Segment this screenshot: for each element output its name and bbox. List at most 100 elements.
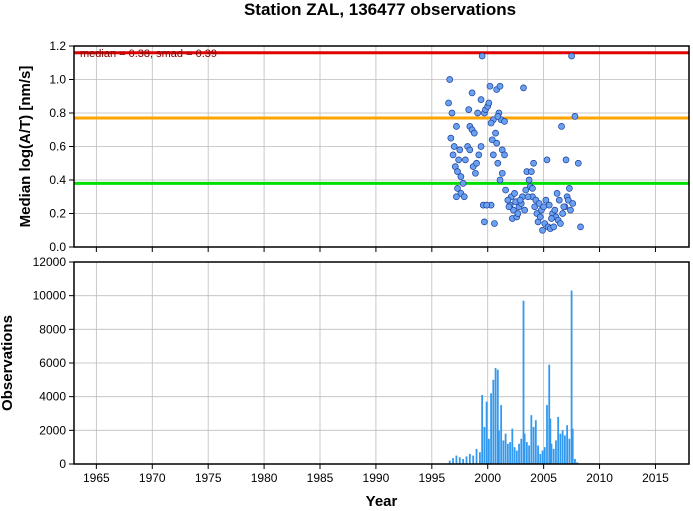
observation-bar [555, 440, 557, 464]
x-tick-label: 2000 [474, 471, 501, 485]
y-tick-label: 2000 [39, 423, 66, 437]
observation-bar [502, 440, 505, 464]
observation-bar [522, 300, 525, 464]
observation-bar [559, 433, 562, 464]
observation-bar [468, 453, 471, 464]
data-point [501, 151, 508, 159]
observation-bar [520, 438, 523, 464]
data-point [531, 203, 539, 211]
data-point [473, 159, 480, 167]
data-point [569, 200, 577, 207]
top-panel: 0.0 0.2 0.4 0.6 0.8 1.0 1.2 median = 0.38, sma… [17, 39, 690, 254]
data-point [453, 193, 460, 201]
data-point [454, 168, 461, 175]
observation-bar [568, 438, 571, 464]
data-point [577, 223, 584, 231]
x-tick-label: 2010 [586, 471, 613, 485]
data-point [562, 156, 570, 164]
y-tick-label: 0.2 [49, 207, 66, 221]
data-point [564, 196, 572, 204]
observation-bar [452, 458, 454, 464]
data-point [553, 190, 561, 197]
observation-bar [500, 405, 503, 464]
y-tick-label: 0.8 [49, 106, 66, 120]
data-point [527, 168, 535, 175]
data-point [559, 210, 566, 217]
data-point [522, 186, 530, 194]
observation-bar [455, 455, 458, 464]
observation-bar [485, 401, 488, 464]
x-tick-label: 1980 [251, 471, 278, 485]
observation-bar [504, 433, 507, 464]
data-point [457, 173, 465, 180]
y-tick-label: 12000 [33, 255, 67, 269]
observation-bar [561, 430, 564, 464]
data-point [498, 169, 506, 177]
data-point [557, 220, 564, 227]
data-point [478, 52, 486, 60]
observation-bar [475, 448, 478, 464]
observation-bar [465, 456, 468, 464]
bottom-y-axis-label: Observations [0, 315, 16, 411]
data-point [475, 151, 483, 159]
x-axis-label: Year [366, 493, 398, 510]
data-point [566, 185, 573, 192]
data-point [543, 156, 551, 164]
data-point [525, 176, 533, 184]
observation-bar [532, 426, 535, 464]
observation-bar [462, 458, 465, 464]
data-point [504, 196, 512, 204]
data-point [477, 143, 485, 150]
observation-bars [448, 290, 579, 464]
observation-bar [458, 457, 461, 464]
observation-bar [525, 442, 528, 464]
bottom-ticks: 1965 1970 1975 1980 1985 1990 1995 2000 2005 2010… [33, 255, 669, 485]
data-point [459, 180, 467, 187]
data-point [445, 99, 452, 107]
observation-bar [506, 443, 509, 464]
observation-bar [472, 455, 475, 464]
data-point [477, 96, 485, 103]
data-point [494, 159, 502, 167]
data-point [520, 84, 527, 92]
top-y-axis-label: Median log(A/T) [nm/s] [17, 66, 34, 228]
data-point [524, 193, 532, 201]
observation-bar [543, 447, 546, 464]
observation-bar [539, 453, 542, 464]
observation-bar [537, 445, 539, 464]
data-point [468, 89, 476, 97]
x-tick-label: 1990 [363, 471, 390, 485]
data-point [568, 52, 575, 60]
data-point [487, 119, 495, 127]
x-tick-label: 1995 [418, 471, 445, 485]
y-tick-label: 6000 [39, 356, 66, 370]
observation-bar [549, 418, 552, 464]
observation-bar [513, 447, 516, 464]
data-point [449, 151, 457, 159]
data-point [489, 151, 497, 159]
observation-bar [496, 369, 499, 464]
data-point [542, 196, 550, 204]
y-tick-label: 4000 [39, 390, 66, 404]
data-point [555, 196, 563, 204]
data-point [548, 215, 555, 222]
data-point [447, 134, 455, 142]
observation-bar [530, 415, 533, 464]
bottom-grid [74, 261, 689, 465]
data-point [470, 129, 478, 137]
data-point [488, 136, 496, 144]
data-point [450, 143, 458, 150]
observation-bar [548, 364, 551, 464]
data-point [455, 156, 463, 164]
data-point [485, 99, 493, 107]
median-smad-annotation: median = 0.38, smad = 0.39 [80, 48, 217, 60]
observation-bar [487, 438, 490, 464]
data-point [453, 123, 460, 130]
data-point [505, 203, 513, 211]
data-point [493, 139, 501, 147]
data-point [501, 118, 508, 125]
y-tick-label: 0.6 [49, 140, 66, 154]
observation-bar [494, 368, 497, 464]
bottom-panel: 1965 1970 1975 1980 1985 1990 1995 2000 2005 2010… [0, 255, 690, 510]
data-point [550, 223, 558, 231]
